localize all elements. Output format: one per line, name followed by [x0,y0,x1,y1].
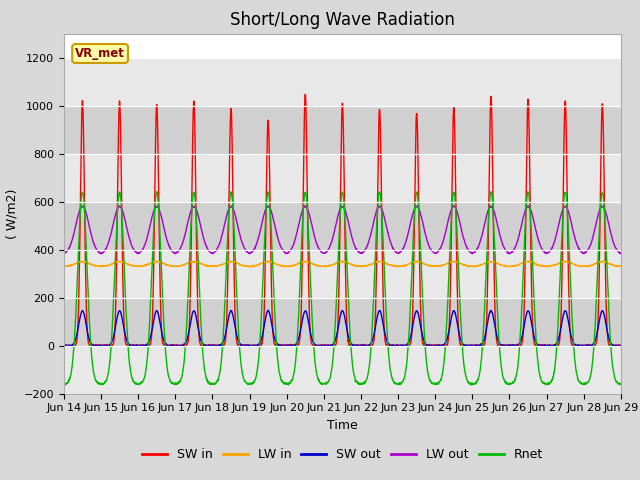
Legend: SW in, LW in, SW out, LW out, Rnet: SW in, LW in, SW out, LW out, Rnet [137,443,548,466]
LW out [301,203,308,209]
LW in [60,264,68,269]
Bar [64,154,621,202]
Rnet [505,382,513,387]
Bar [64,106,621,154]
LW out [584,248,591,253]
Rnet [216,372,223,377]
Bar [64,346,621,394]
X-axis label: Time: Time [327,419,358,432]
SW in [216,342,223,348]
Rnet [584,379,591,385]
Bar [64,202,621,250]
Rnet [617,381,625,386]
LW out [505,250,513,256]
SW in [568,342,576,348]
SW out [371,328,379,334]
Text: VR_met: VR_met [75,47,125,60]
LW in [371,259,379,265]
LW out [617,251,625,256]
SW out [216,343,223,348]
SW in [60,343,68,348]
SW out [60,343,68,348]
Bar [64,58,621,106]
Line: LW out: LW out [64,206,621,254]
LW out [60,251,68,256]
SW out [264,307,272,313]
LW out [371,214,379,219]
LW in [394,264,401,270]
Rnet [568,315,576,321]
LW in [216,263,223,268]
LW in [568,261,576,266]
Rnet [371,268,379,274]
Line: Rnet: Rnet [64,192,621,385]
SW in [584,342,591,348]
SW in [359,343,367,348]
Rnet [467,382,474,388]
SW out [617,343,625,348]
Line: LW in: LW in [64,261,621,267]
SW out [584,343,591,348]
Rnet [153,189,161,194]
LW out [568,224,576,229]
Line: SW in: SW in [64,95,621,346]
Rnet [60,380,68,386]
LW out [209,251,216,257]
LW in [359,263,367,269]
Y-axis label: ( W/m2): ( W/m2) [5,189,18,239]
Bar [64,250,621,298]
LW out [359,250,367,256]
SW out [504,343,512,348]
SW out [359,343,367,348]
Line: SW out: SW out [64,310,621,346]
Rnet [359,381,367,386]
SW in [617,342,625,348]
SW in [371,323,379,329]
SW in [505,343,513,348]
LW in [617,264,625,269]
SW out [568,336,575,341]
LW in [584,263,591,269]
Title: Short/Long Wave Radiation: Short/Long Wave Radiation [230,11,455,29]
Bar [64,298,621,346]
LW in [153,258,161,264]
SW in [301,92,309,97]
LW in [505,264,513,269]
SW in [60,343,68,348]
LW out [216,241,223,247]
